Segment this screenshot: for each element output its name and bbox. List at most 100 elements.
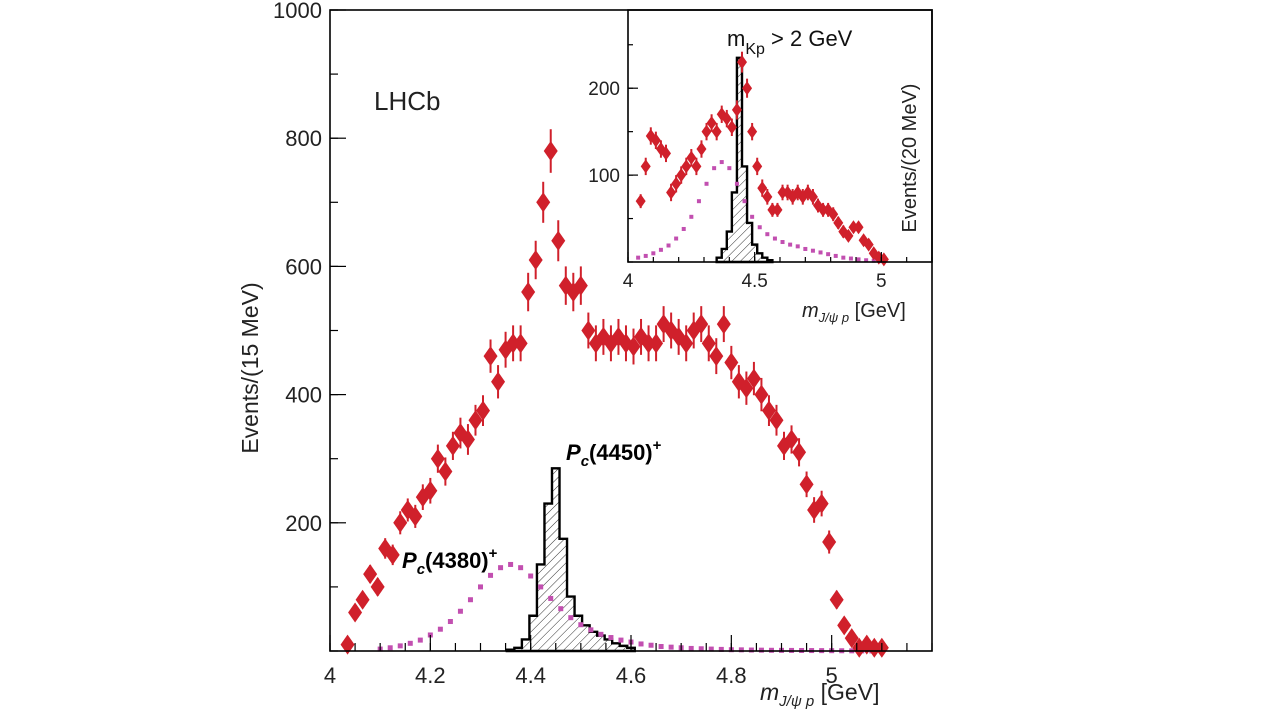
inset-axes: 4 4.5 5 100 200 [588,9,933,292]
main-data-point [408,506,423,527]
main-pc4380-point [447,619,453,625]
inset-pc4380-point [719,160,724,165]
main-data-point [385,544,400,565]
main-data-point [837,615,852,636]
main-data-point [581,320,596,341]
main-pc4380-point [498,565,504,571]
inset-y-tick-label: 100 [588,166,620,187]
main-pc4380-point [427,632,433,638]
inset-pc4380-point [727,166,732,171]
inset-pc4380-point [681,226,686,231]
pc4380-name: P [402,548,417,573]
main-data-point [543,141,558,162]
main-pc4380-point [437,626,443,632]
main-data-point [483,346,498,367]
inset-pc4380-point [810,248,815,253]
main-data-point [536,192,551,213]
pc4450-name: P [566,440,581,465]
inset-pc4380-point [643,253,648,258]
main-data-point [739,378,754,399]
main-data-point [521,282,536,303]
inset-data-point [706,115,717,130]
inset-data-point [676,168,687,183]
inset-data-point [772,202,783,217]
inset-pc4380-point [689,214,694,219]
inset-data-layer [635,51,889,267]
main-pc4380-point [488,572,494,578]
main-data-point [348,602,363,623]
inset-pc4380-point [826,252,831,257]
inset-data-point [726,120,737,135]
inset-pc4380-point [757,225,762,230]
main-y-tick-label: 400 [285,383,322,408]
main-axes: 4 4.2 4.4 4.6 4.8 5 200 400 600 800 1000 [273,0,933,688]
inset-data-point [650,133,661,148]
inset-pc4380-point [636,255,641,260]
inset-x-tick-label: 4 [623,271,634,292]
main-data-point [445,435,460,456]
pc4380-mass: (4380) [425,548,489,573]
main-data-point [430,448,445,469]
inset-plot: 4 4.5 5 100 200 mKp > 2 GeV mJ/ψ p [GeV] Eve… [588,9,933,325]
main-data-point [844,628,859,649]
inset-pc4380-point [841,255,846,260]
main-data-point [724,352,739,373]
main-y-tick-label: 200 [285,511,322,536]
main-data-point [746,368,761,389]
main-pc4380-point [518,565,524,571]
inset-data-point [818,202,829,217]
main-data-point [814,493,829,514]
main-data-point [468,410,483,431]
inset-pc4380-point [795,244,800,249]
main-data-point [769,410,784,431]
inset-pc4380-point [864,258,869,263]
inset-pc4380-point [818,250,823,255]
main-data-point [679,333,694,354]
inset-pc4380-point [651,251,656,256]
main-pc4380-point [397,643,403,649]
main-data-point [438,461,453,482]
main-data-point [694,314,709,335]
inset-pc4380-point [750,214,755,219]
main-pc4380-point [538,584,544,590]
main-pc4380-point [417,637,423,643]
main-pc4380-point [508,561,514,567]
inset-data-point [666,185,677,200]
inset-data-point [777,185,788,200]
main-data-point [513,333,528,354]
main-pc4380-point [718,646,724,652]
main-pc4380-point [738,647,744,653]
main-pc4380-point [407,640,413,646]
inset-data-point [737,55,747,70]
experiment-label: LHCb [374,86,440,116]
inset-x-tick-label: 5 [876,271,887,292]
inset-pc4380-point [704,181,709,186]
main-pc4380-point [467,597,473,603]
inset-data-point [833,215,844,230]
pc4450-label: Pc(4450)+ [566,437,662,470]
main-data-point [355,589,370,610]
pc4380-label: Pc(4380)+ [402,545,498,578]
inset-data-point [853,220,864,235]
inset-pc4380-point [788,242,793,247]
inset-pc4380-point [803,246,808,251]
main-pc4380-point [608,635,614,641]
inset-data-point [863,237,874,252]
inset-pc4380-point [742,199,747,204]
main-pc4380-point [558,606,564,612]
main-pc4380-point [708,646,714,652]
main-data-point [701,333,716,354]
main-pc4380-point [748,647,754,653]
inset-pc4380-point [734,181,739,186]
inset-data-point [661,146,671,161]
main-pc4380-point [588,627,594,633]
inset-data-point [752,159,763,174]
inset-pc4380-point [712,166,717,171]
inset-data-point [671,176,682,191]
main-data-point [822,532,837,553]
main-x-tick-label: 4.6 [616,663,647,688]
main-pc4380-point [698,646,704,652]
pc4380-sub: c [417,561,426,578]
main-pc4380-point [638,641,644,647]
inset-pc4380-point [780,240,785,245]
